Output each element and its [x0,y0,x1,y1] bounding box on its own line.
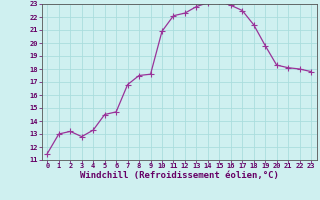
X-axis label: Windchill (Refroidissement éolien,°C): Windchill (Refroidissement éolien,°C) [80,171,279,180]
